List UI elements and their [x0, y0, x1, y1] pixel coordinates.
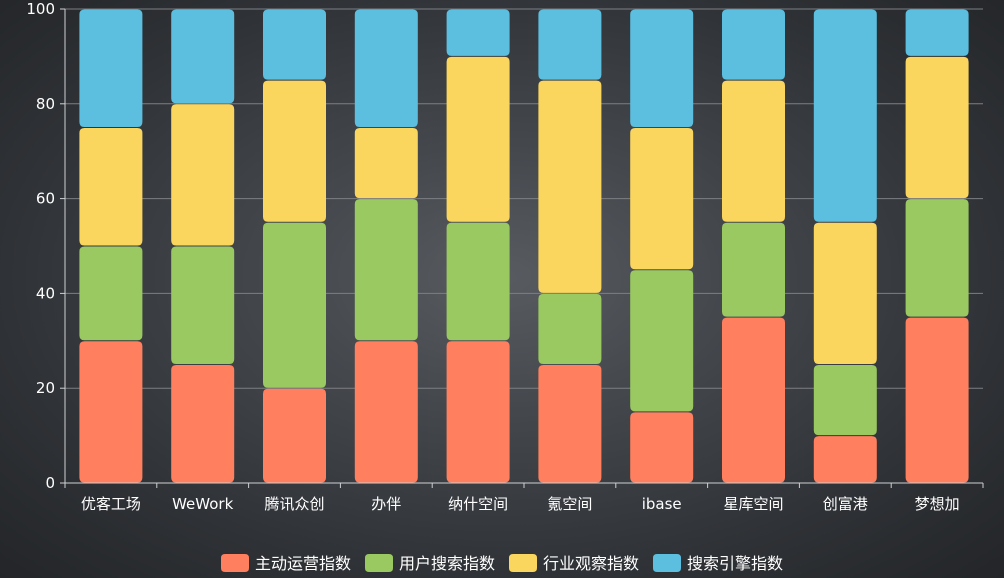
bar-segment[interactable] — [905, 9, 969, 56]
bar-segment[interactable] — [79, 246, 143, 341]
bar-segment[interactable] — [538, 80, 602, 293]
legend-item[interactable]: 搜索引擎指数 — [653, 554, 783, 573]
legend-swatch — [365, 554, 393, 572]
x-tick-label: 办伴 — [371, 495, 401, 513]
bar-segment[interactable] — [354, 9, 418, 128]
legend: 主动运营指数 用户搜索指数 行业观察指数 搜索引擎指数 — [221, 554, 783, 573]
x-tick-label: 纳什空间 — [448, 495, 508, 513]
bar-segment[interactable] — [905, 317, 969, 483]
legend-label: 主动运营指数 — [255, 554, 351, 573]
legend-swatch — [653, 554, 681, 572]
bar-segment[interactable] — [813, 222, 877, 364]
y-tick-label: 80 — [36, 95, 55, 113]
legend-item[interactable]: 主动运营指数 — [221, 554, 351, 573]
bar-segment[interactable] — [538, 293, 602, 364]
bar-segment[interactable] — [79, 9, 143, 128]
x-tick-label: 创富港 — [823, 495, 868, 513]
bar-segment[interactable] — [263, 388, 326, 483]
bar-segment[interactable] — [630, 128, 694, 270]
bar-segment[interactable] — [630, 9, 694, 128]
bar-segment[interactable] — [630, 270, 694, 412]
y-tick-label: 0 — [45, 474, 55, 492]
y-tick-label: 40 — [36, 284, 55, 302]
y-tick-label: 20 — [36, 379, 55, 397]
bars — [79, 9, 969, 483]
bar-segment[interactable] — [263, 80, 326, 222]
legend-item[interactable]: 行业观察指数 — [509, 554, 639, 573]
bar-segment[interactable] — [813, 436, 877, 483]
bar-segment[interactable] — [813, 9, 877, 222]
x-tick-label: 腾讯众创 — [264, 495, 324, 513]
x-tick-label: ibase — [642, 495, 682, 513]
bar-segment[interactable] — [171, 104, 235, 246]
legend-swatch — [509, 554, 537, 572]
legend-label: 用户搜索指数 — [399, 554, 495, 573]
bar-segment[interactable] — [354, 199, 418, 341]
legend-item[interactable]: 用户搜索指数 — [365, 554, 495, 573]
bar-segment[interactable] — [354, 341, 418, 483]
bar-segment[interactable] — [171, 365, 235, 483]
bar-segment[interactable] — [538, 365, 602, 483]
x-tick-label: WeWork — [172, 495, 233, 513]
bar-segment[interactable] — [446, 341, 510, 483]
bar-segment[interactable] — [630, 412, 694, 483]
bar-segment[interactable] — [722, 222, 785, 317]
bar-segment[interactable] — [79, 128, 143, 246]
bar-segment[interactable] — [263, 9, 326, 80]
bar-segment[interactable] — [171, 246, 235, 365]
bar-segment[interactable] — [813, 365, 877, 436]
y-tick-label: 60 — [36, 190, 55, 208]
bar-segment[interactable] — [446, 222, 510, 341]
bar-segment[interactable] — [538, 9, 602, 80]
axes: 0 20 40 60 80 100 优客工场 WeWork 腾讯众创 办伴 纳什空间 氪空间 ibase… — [26, 0, 984, 513]
bar-segment[interactable] — [722, 80, 785, 222]
legend-swatch — [221, 554, 249, 572]
bar-segment[interactable] — [722, 317, 785, 483]
bar-segment[interactable] — [79, 341, 143, 483]
legend-label: 搜索引擎指数 — [687, 554, 783, 573]
x-tick-label: 优客工场 — [81, 495, 141, 513]
bar-segment[interactable] — [722, 9, 785, 80]
bar-segment[interactable] — [263, 222, 326, 388]
bar-segment[interactable] — [446, 9, 510, 56]
bar-segment[interactable] — [171, 9, 235, 104]
bar-segment[interactable] — [905, 56, 969, 199]
bar-segment[interactable] — [354, 128, 418, 199]
legend-label: 行业观察指数 — [543, 554, 639, 573]
y-tick-label: 100 — [26, 0, 55, 18]
x-tick-label: 氪空间 — [547, 495, 592, 513]
x-tick-label: 星库空间 — [723, 495, 783, 513]
bar-segment[interactable] — [905, 199, 969, 317]
bar-segment[interactable] — [446, 56, 510, 222]
x-tick-label: 梦想加 — [915, 495, 960, 513]
